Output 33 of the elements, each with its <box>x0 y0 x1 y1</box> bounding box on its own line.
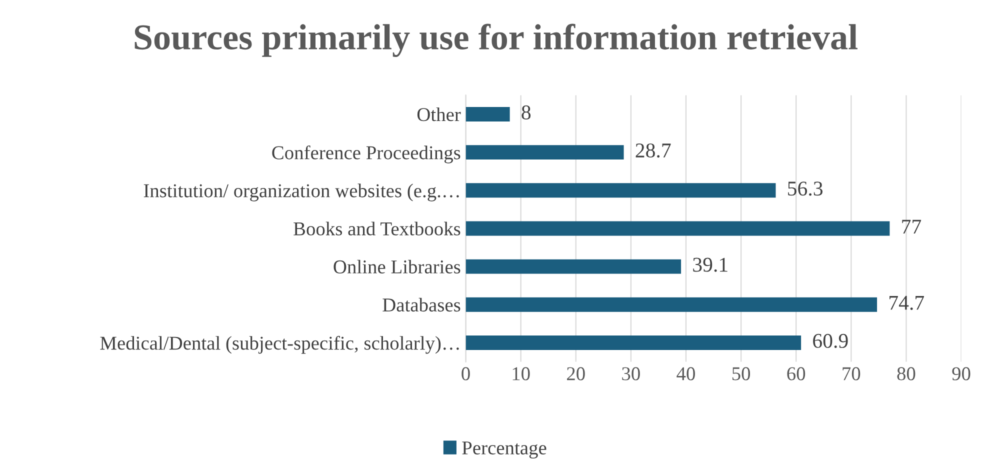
data-label: 74.7 <box>890 296 924 310</box>
x-tick-label: 20 <box>567 367 585 380</box>
y-tick-label: Other <box>417 107 461 122</box>
x-tick-label: 90 <box>952 367 970 380</box>
bar <box>466 259 682 274</box>
bar <box>466 145 624 160</box>
x-tick-label: 80 <box>897 367 916 380</box>
bar <box>466 183 776 198</box>
y-tick-label: Institution/ organization websites (e.g.… <box>144 184 459 202</box>
data-label: 39.1 <box>693 258 728 272</box>
y-tick-label: Online Libraries <box>334 260 460 274</box>
bar <box>466 335 802 350</box>
x-tick-label: 10 <box>512 367 530 380</box>
y-tick-label: Books and Textbooks <box>294 222 460 236</box>
x-tick-label: 40 <box>676 367 695 380</box>
x-tick-label: 0 <box>462 367 470 380</box>
y-tick-label: Databases <box>382 298 460 312</box>
y-tick-label: Conference Proceedings <box>272 145 460 164</box>
bar <box>466 221 890 236</box>
legend-label: Percentage <box>462 442 546 458</box>
data-label: 77 <box>902 220 922 234</box>
x-tick-label: 30 <box>622 367 640 380</box>
bar <box>466 297 878 312</box>
y-tick-label: Medical/Dental (subject-specific, scholarly)… <box>100 336 459 354</box>
x-tick-label: 60 <box>787 367 806 380</box>
data-label: 56.3 <box>788 182 822 196</box>
x-tick-label: 50 <box>732 367 750 380</box>
data-label: 28.7 <box>636 143 671 158</box>
data-label: 8 <box>522 105 531 120</box>
x-tick-label: 70 <box>842 367 860 380</box>
chart-title: Sources primarily use for information retrieval <box>134 24 858 58</box>
data-label: 60.9 <box>813 334 848 348</box>
bar <box>466 107 510 122</box>
